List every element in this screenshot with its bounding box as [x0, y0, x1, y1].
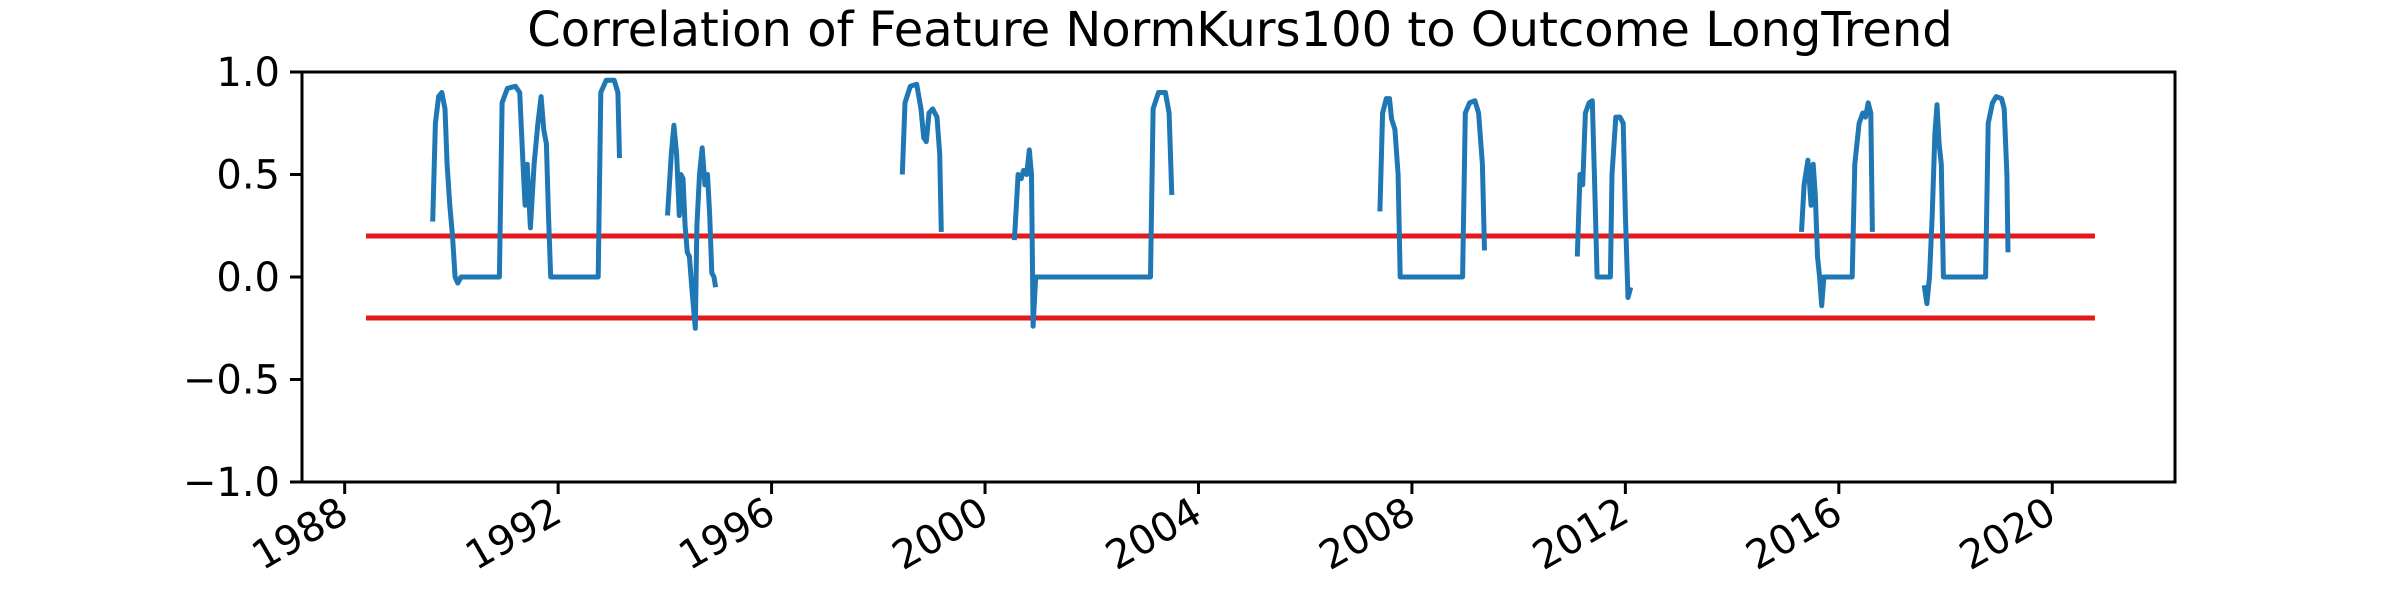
y-tick-label: 0.0	[216, 255, 280, 301]
y-tick-label: −1.0	[183, 460, 280, 506]
x-tick-label: 1996	[671, 489, 782, 580]
series-line-segment-6	[1799, 100, 1875, 309]
x-tick-label: 1992	[458, 489, 569, 580]
plot-area	[366, 77, 2095, 331]
x-tick-label: 2000	[885, 489, 996, 580]
x-tick-label: 2012	[1525, 489, 1636, 580]
series-line-segment-5	[1574, 98, 1634, 300]
y-tick-label: 0.5	[216, 153, 280, 199]
series-line-segment-0	[430, 77, 622, 286]
series-line-segment-1	[665, 122, 719, 331]
series-line-segment-4	[1377, 96, 1487, 280]
series-line-segment-3	[1011, 90, 1175, 329]
y-tick-label: 1.0	[216, 50, 280, 96]
x-tick-label: 2008	[1312, 489, 1423, 580]
x-tick-label: 2004	[1098, 489, 1209, 580]
chart-title: Correlation of Feature NormKurs100 to Ou…	[527, 2, 1952, 58]
x-tick-label: 2020	[1952, 489, 2063, 580]
x-tick-label: 2016	[1739, 489, 1850, 580]
series-line-segment-2	[899, 81, 944, 232]
y-tick-label: −0.5	[183, 358, 280, 404]
series-line-segment-7	[1921, 94, 2011, 307]
